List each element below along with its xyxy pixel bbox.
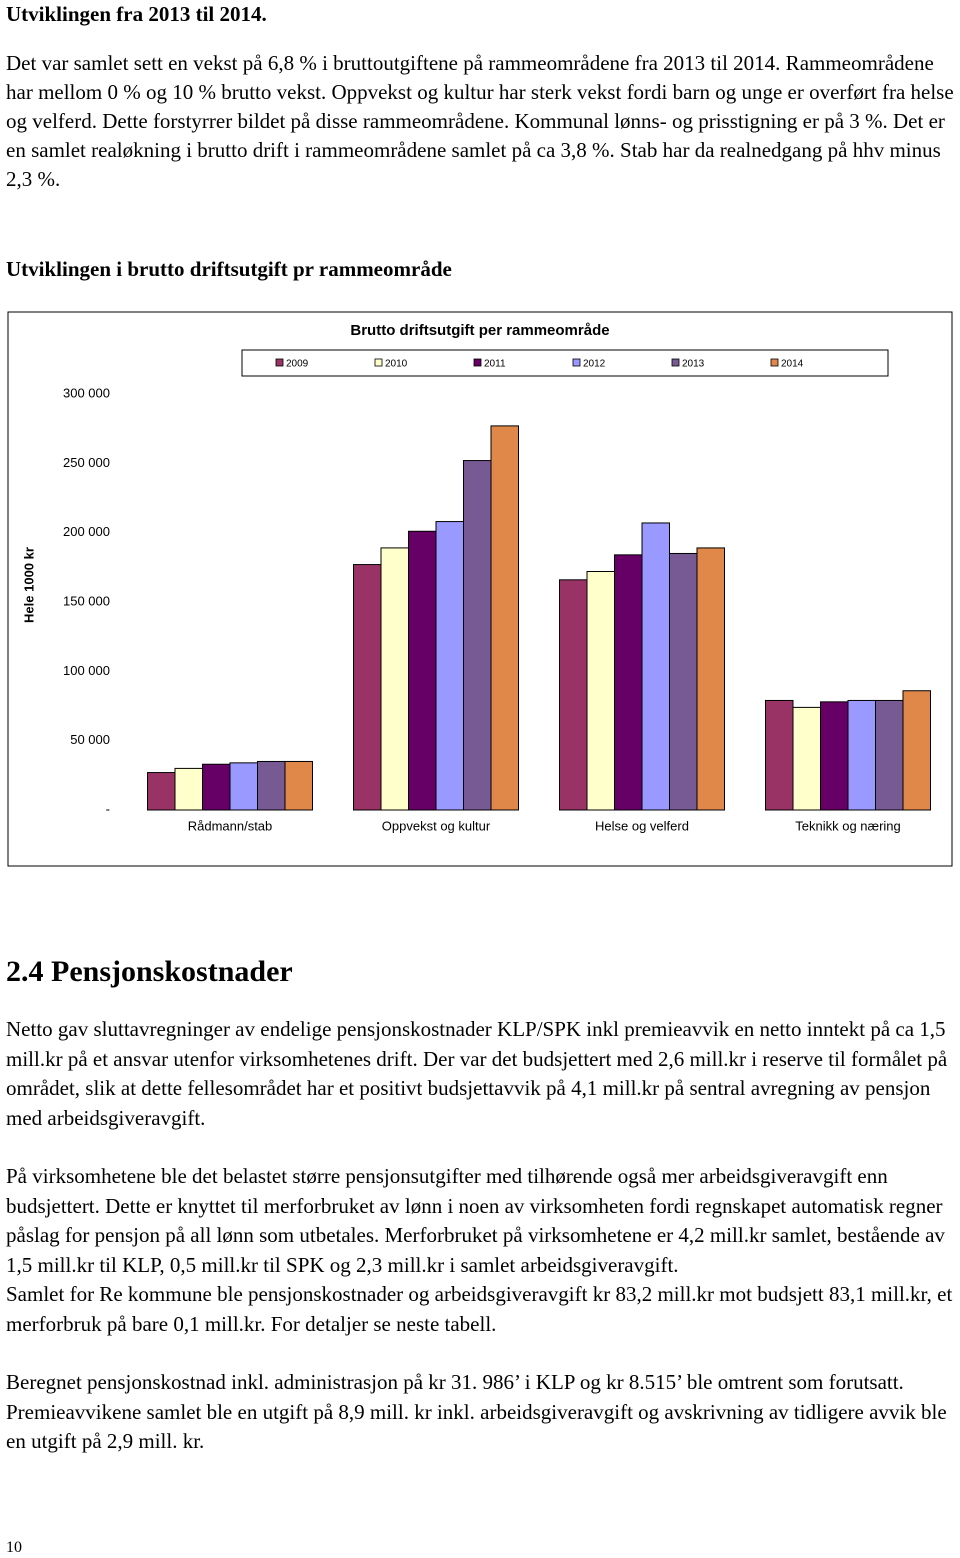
bar (847, 699, 876, 811)
legend-label: 2013 (682, 359, 705, 370)
bar (380, 547, 409, 811)
paragraph: Samlet for Re kommune ble pensjonskostna… (6, 1282, 953, 1336)
paragraph: På virksomhetene ble det belastet større… (6, 1164, 945, 1277)
body-text: Netto gav sluttavregninger av endelige p… (6, 1015, 954, 1457)
y-tick-label: 300 000 (63, 385, 110, 400)
legend-label: 2010 (385, 359, 408, 370)
subheading: Utviklingen i brutto driftsutgift pr ram… (6, 257, 452, 281)
legend-swatch (671, 358, 680, 367)
bar (463, 460, 492, 811)
legend-swatch (473, 358, 482, 367)
bar (902, 690, 931, 811)
bar (353, 564, 382, 811)
legend-label: 2011 (484, 359, 506, 370)
x-tick-label: Oppvekst og kultur (382, 818, 491, 833)
bar (641, 522, 670, 811)
chart-title: Brutto driftsutgift per rammeområde (350, 322, 609, 339)
chart: Brutto driftsutgift per rammeområde Hele… (7, 311, 953, 867)
intro-paragraph: Det var samlet sett en vekst på 6,8 % i … (6, 51, 954, 191)
x-tick-label: Rådmann/stab (188, 818, 273, 833)
bar (490, 425, 519, 811)
bar (875, 699, 904, 811)
y-tick-label: 150 000 (63, 593, 110, 608)
bar (559, 579, 588, 811)
y-tick-label: 200 000 (63, 524, 110, 539)
bar (284, 760, 313, 811)
bar (257, 760, 286, 811)
paragraph: Beregnet pensjonskostnad inkl. administr… (6, 1370, 947, 1453)
x-tick-label: Teknikk og næring (795, 818, 901, 833)
legend-label: 2012 (583, 359, 606, 370)
bar (147, 772, 176, 811)
y-tick-label: 50 000 (70, 732, 110, 747)
legend-swatch (374, 358, 383, 367)
bar (696, 547, 725, 811)
bar (669, 552, 698, 811)
legend-swatch (572, 358, 581, 367)
legend-swatch (770, 358, 779, 367)
legend-label: 2014 (781, 359, 804, 370)
legend-label: 2009 (286, 359, 309, 370)
bar (586, 570, 615, 811)
x-tick-label: Helse og velferd (595, 818, 689, 833)
legend-box (241, 349, 889, 377)
bar (792, 706, 821, 811)
bar (229, 762, 258, 811)
y-tick-label: - (106, 801, 110, 816)
bar (614, 554, 643, 811)
heading: Utviklingen fra 2013 til 2014. (6, 2, 267, 26)
bar (765, 699, 794, 811)
y-axis-label: Hele 1000 kr (21, 547, 36, 623)
legend-swatch (275, 358, 284, 367)
y-tick-label: 250 000 (63, 455, 110, 470)
bar (174, 767, 203, 811)
y-tick-label: 100 000 (63, 663, 110, 678)
bar (435, 521, 464, 811)
bar (408, 530, 437, 811)
page-number: 10 (6, 1539, 22, 1556)
section-heading: 2.4 Pensjonskostnader (6, 955, 293, 988)
paragraph: Netto gav sluttavregninger av endelige p… (6, 1017, 948, 1130)
bar (820, 701, 849, 811)
bar (202, 763, 231, 811)
